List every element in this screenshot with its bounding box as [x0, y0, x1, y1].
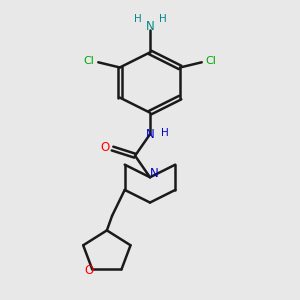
Text: H: H: [161, 128, 169, 138]
Text: N: N: [150, 167, 158, 180]
Text: N: N: [146, 128, 154, 141]
Text: H: H: [159, 14, 167, 24]
Text: O: O: [84, 264, 94, 277]
Text: N: N: [146, 20, 154, 33]
Text: Cl: Cl: [206, 56, 217, 66]
Text: O: O: [100, 141, 110, 154]
Text: Cl: Cl: [83, 56, 94, 66]
Text: H: H: [134, 14, 141, 24]
